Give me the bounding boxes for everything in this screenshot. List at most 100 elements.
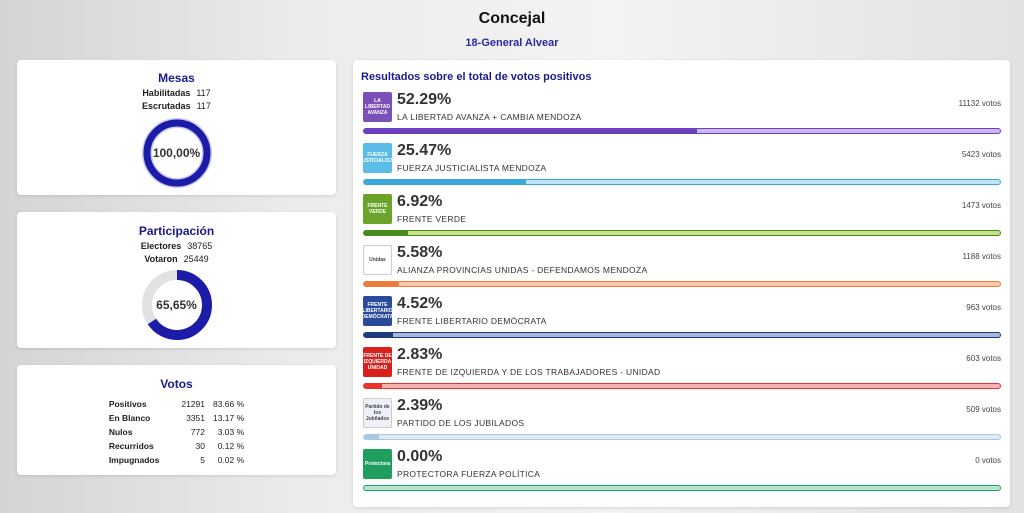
- party-name: LA LIBERTAD AVANZA + CAMBIA MENDOZA: [397, 112, 582, 122]
- protectora-logo-icon: Protectora: [363, 449, 392, 479]
- party-votes: 1473 votos: [961, 201, 1001, 210]
- votos-row: Impugnados 5 0.02 %: [105, 453, 248, 467]
- kv-label: Escrutadas: [142, 101, 191, 111]
- party-logo-text: Partido de los Jubilados: [365, 404, 390, 422]
- page-subtitle: 18-General Alvear: [465, 37, 559, 49]
- page-title: Concejal: [478, 10, 546, 27]
- party-votes: 11132 votos: [958, 99, 1001, 108]
- votos-row-label: Positivos: [108, 399, 147, 409]
- votos-row-value: 772: [190, 427, 205, 437]
- party-progress-bar: [363, 281, 1001, 287]
- results-title: Resultados sobre el total de votos posit…: [361, 71, 592, 83]
- party-result-row: Unidas 5.58% ALIANZA PROVINCIAS UNIDAS - D…: [361, 244, 1001, 296]
- votos-row-value: 21291: [181, 399, 205, 409]
- votos-row-pct: 83.66 %: [212, 399, 245, 409]
- kv-label: Habilitadas: [142, 88, 191, 98]
- party-logo-text: FRENTE DE IZQUIERDA UNIDAD: [363, 353, 392, 371]
- votos-row-pct: 3.03 %: [217, 427, 245, 437]
- party-percentage: 52.29%: [397, 91, 452, 108]
- party-progress-bar: [363, 128, 1001, 134]
- participacion-title: Participación: [138, 224, 215, 238]
- votos-row-value: 3351: [186, 413, 205, 423]
- party-name: PARTIDO DE LOS JUBILADOS: [397, 418, 525, 428]
- party-progress-bar: [363, 434, 1001, 440]
- kv-value: 117: [196, 101, 211, 111]
- party-result-row: FRENTE DE IZQUIERDA UNIDAD 2.83% FRENTE DE…: [361, 346, 1001, 398]
- party-result-row: FUERZA JUSTICIALISTA 25.47% FUERZA JUSTICI…: [361, 142, 1001, 194]
- party-progress-fill: [364, 435, 380, 439]
- party-progress-fill: [364, 333, 393, 337]
- party-progress-fill: [364, 231, 408, 235]
- party-progress-bar: [363, 179, 1001, 185]
- votos-row: En Blanco 3351 13.17 %: [105, 411, 248, 425]
- frente-libertario-logo-icon: FRENTE LIBERTARIO DEMÓCRATA: [363, 296, 392, 326]
- mesas-donut: 100,00%: [141, 118, 212, 188]
- votos-row-value: 5: [200, 455, 205, 465]
- fit-logo-icon: FRENTE DE IZQUIERDA UNIDAD: [363, 347, 392, 377]
- lla-logo-icon: LA LIBERTAD AVANZA: [363, 92, 392, 122]
- mesas-card: Mesas Habilitadas 117 Escrutadas 117 100…: [17, 60, 336, 195]
- kv-label: Votaron: [144, 254, 178, 264]
- votos-title: Votos: [160, 377, 193, 391]
- votos-row-pct: 13.17 %: [212, 413, 245, 423]
- party-progress-fill: [364, 384, 382, 388]
- party-progress-fill: [364, 180, 526, 184]
- mesas-title: Mesas: [158, 71, 195, 85]
- fjm-logo-icon: FUERZA JUSTICIALISTA: [363, 143, 392, 173]
- mesas-donut-label: 100,00%: [152, 146, 201, 160]
- party-progress-fill: [364, 129, 697, 133]
- votos-row-value: 30: [195, 441, 205, 451]
- participacion-row-electores: Electores 38765: [17, 241, 336, 251]
- party-result-row: FRENTE VERDE 6.92% FRENTE VERDE 1473 votos: [361, 193, 1001, 245]
- votos-row: Positivos 21291 83.66 %: [105, 397, 248, 411]
- votos-row-label: Recurridos: [108, 441, 154, 451]
- mesas-row-escrutadas: Escrutadas 117: [17, 101, 336, 111]
- kv-value: 38765: [187, 241, 213, 251]
- party-logo-text: FUERZA JUSTICIALISTA: [363, 152, 392, 164]
- party-votes: 1188 votos: [962, 252, 1001, 261]
- participacion-donut-label: 65,65%: [156, 298, 197, 312]
- party-name: FRENTE DE IZQUIERDA Y DE LOS TRABAJADORE…: [397, 367, 661, 377]
- party-logo-text: Unidas: [369, 257, 386, 263]
- party-votes: 603 votos: [966, 354, 1001, 363]
- kv-value: 25449: [183, 254, 209, 264]
- page-header: Concejal 18-General Alvear: [0, 10, 1024, 49]
- party-percentage: 2.83%: [397, 346, 443, 363]
- party-logo-text: FRENTE VERDE: [367, 203, 388, 215]
- party-result-row: Protectora 0.00% PROTECTORA FUERZA POLÍTIC…: [361, 448, 1001, 500]
- participacion-donut: 65,65%: [141, 270, 212, 340]
- party-name: PROTECTORA FUERZA POLÍTICA: [397, 469, 541, 479]
- party-votes: 5423 votos: [961, 150, 1001, 159]
- votos-row-label: Impugnados: [108, 455, 160, 465]
- mesas-row-habilitadas: Habilitadas 117: [17, 88, 336, 98]
- party-percentage: 5.58%: [397, 244, 443, 261]
- provincias-unidas-logo-icon: Unidas: [363, 245, 392, 275]
- participacion-card: Participación Electores 38765 Votaron 25…: [17, 212, 336, 348]
- kv-value: 117: [196, 88, 211, 98]
- party-progress-bar: [363, 332, 1001, 338]
- party-result-row: FRENTE LIBERTARIO DEMÓCRATA 4.52% FRENTE L…: [361, 295, 1001, 347]
- party-votes: 0 votos: [975, 456, 1001, 465]
- party-logo-text: LA LIBERTAD AVANZA: [365, 98, 390, 116]
- party-percentage: 4.52%: [397, 295, 443, 312]
- party-progress-bar: [363, 383, 1001, 389]
- party-logo-text: Protectora: [364, 461, 390, 467]
- party-name: FRENTE LIBERTARIO DEMÓCRATA: [397, 316, 547, 326]
- frente-verde-logo-icon: FRENTE VERDE: [363, 194, 392, 224]
- party-name: FRENTE VERDE: [397, 214, 467, 224]
- party-progress-bar: [363, 230, 1001, 236]
- votos-card: Votos Positivos 21291 83.66 % En Blanco 3351…: [17, 365, 336, 475]
- party-logo-text: FRENTE LIBERTARIO DEMÓCRATA: [363, 302, 392, 320]
- votos-row: Recurridos 30 0.12 %: [105, 439, 248, 453]
- votos-row-pct: 0.02 %: [217, 455, 245, 465]
- votos-table: Positivos 21291 83.66 % En Blanco 3351 13.17 …: [105, 397, 248, 467]
- party-name: FUERZA JUSTICIALISTA MENDOZA: [397, 163, 547, 173]
- party-percentage: 2.39%: [397, 397, 443, 414]
- party-name: ALIANZA PROVINCIAS UNIDAS - DEFENDAMOS M…: [397, 265, 648, 275]
- votos-row-pct: 0.12 %: [217, 441, 245, 451]
- party-progress-bar: [363, 485, 1001, 491]
- party-votes: 963 votos: [966, 303, 1001, 312]
- party-votes: 509 votos: [966, 405, 1001, 414]
- party-percentage: 25.47%: [397, 142, 452, 159]
- party-result-row: LA LIBERTAD AVANZA 52.29% LA LIBERTAD AVAN…: [361, 91, 1001, 143]
